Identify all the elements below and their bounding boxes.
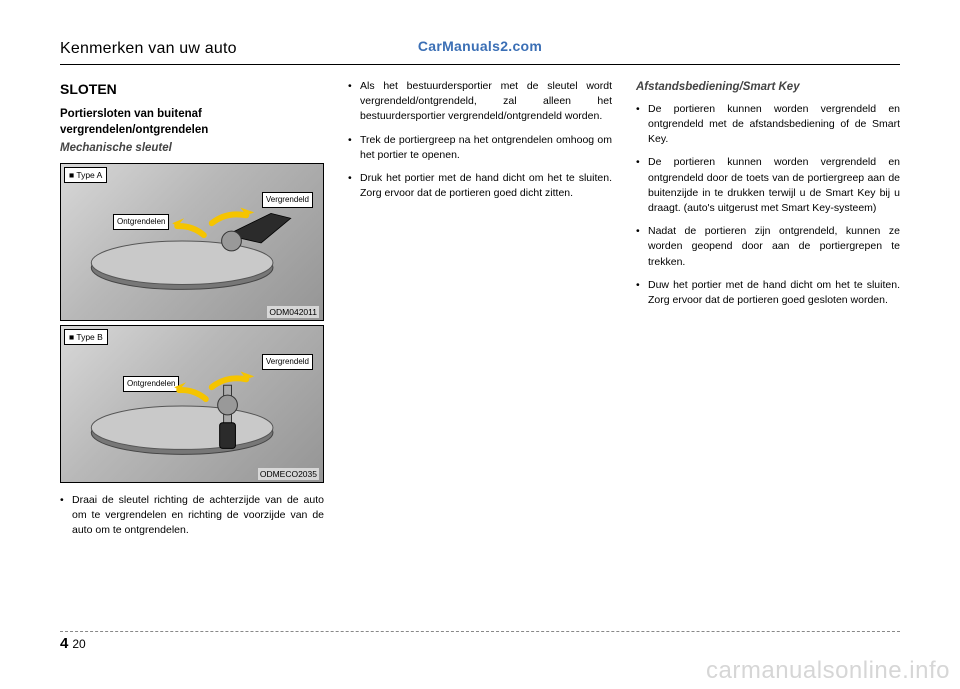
list-item: Druk het portier met de hand dicht om he… — [348, 171, 612, 201]
page-number: 4 20 — [60, 637, 86, 651]
figure-type-a: ■ Type A Vergrendeld Ontgrendelen ODM042… — [60, 163, 324, 321]
list-item: Trek de portiergreep na het ontgrendelen… — [348, 133, 612, 163]
page-number-value: 20 — [72, 637, 85, 651]
page-content: Kenmerken van uw auto SLOTEN Portierslot… — [60, 40, 900, 669]
list-item: Nadat de portieren zijn ontgrendeld, kun… — [636, 224, 900, 270]
col1-bullets: Draai de sleutel richting de achterzijde… — [60, 493, 324, 539]
figure-b-illustration — [61, 326, 323, 482]
figure-a-code: ODM042011 — [267, 306, 319, 318]
col1-subheading: Mechanische sleutel — [60, 140, 324, 157]
list-item: De portieren kunnen worden vergrendeld e… — [636, 155, 900, 216]
page-footer: 4 20 — [60, 631, 900, 653]
header-title: Kenmerken van uw auto — [60, 40, 900, 65]
section-title: SLOTEN — [60, 79, 324, 99]
list-item: Duw het portier met de hand dicht om het… — [636, 278, 900, 308]
watermark-bottom: carmanualsonline.info — [706, 657, 950, 685]
figure-a-illustration — [61, 164, 323, 320]
col1-heading: Portiersloten van buitenaf vergrendelen/… — [60, 107, 324, 138]
list-item: Draai de sleutel richting de achterzijde… — [60, 493, 324, 539]
column-2: Als het bestuurdersportier met de sleute… — [348, 79, 612, 547]
col3-subheading: Afstandsbediening/Smart Key — [636, 79, 900, 96]
list-item: Als het bestuurdersportier met de sleute… — [348, 79, 612, 125]
col3-bullets: De portieren kunnen worden vergrendeld e… — [636, 102, 900, 309]
chapter-number: 4 — [60, 635, 68, 652]
figure-type-b: ■ Type B Vergrendeld Ontgrendelen ODMECO… — [60, 325, 324, 483]
figure-b-code: ODMECO2035 — [258, 468, 319, 480]
column-1: SLOTEN Portiersloten van buitenaf vergre… — [60, 79, 324, 547]
column-3: Afstandsbediening/Smart Key De portieren… — [636, 79, 900, 547]
col2-bullets: Als het bestuurdersportier met de sleute… — [348, 79, 612, 202]
columns: SLOTEN Portiersloten van buitenaf vergre… — [60, 79, 900, 547]
list-item: De portieren kunnen worden vergrendeld e… — [636, 102, 900, 148]
